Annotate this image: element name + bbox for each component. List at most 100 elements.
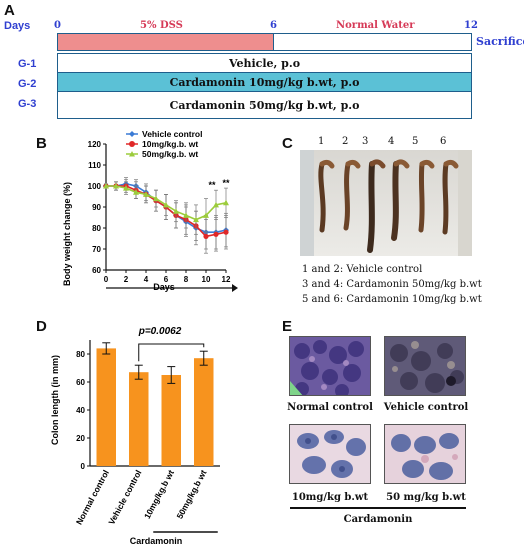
y-tick-label: 60 <box>92 266 101 275</box>
y-tick-label-d: 40 <box>76 406 85 415</box>
x-tick-label: 8 <box>184 275 189 284</box>
y-tick-label-d: 80 <box>76 350 85 359</box>
ylabel-bodyweight: Body weight change (%) <box>62 182 72 286</box>
panel-c-label: C <box>282 135 293 152</box>
days-arrowhead <box>232 284 238 292</box>
y-tick-label-d: 0 <box>81 462 86 471</box>
category-label: 50mg/kg.b wt <box>174 468 208 520</box>
xlabel-days: Days <box>153 282 175 292</box>
y-tick-label-d: 60 <box>76 378 85 387</box>
cardamonin-group-label-d: Cardamonin <box>130 536 183 546</box>
data-point <box>183 212 189 218</box>
colon-number-6: 6 <box>440 136 447 147</box>
y-tick-label: 90 <box>92 203 101 212</box>
ylabel-colon: Colon length (in mm) <box>50 355 60 445</box>
data-point <box>113 183 119 189</box>
category-label: Vehicle control <box>106 468 143 526</box>
legend-label: Vehicle control <box>142 130 202 139</box>
phase-water-label: Normal Water <box>336 20 415 31</box>
data-point <box>193 216 199 223</box>
colon-number-3: 3 <box>362 136 369 147</box>
data-point <box>203 212 209 218</box>
group-text-1: Vehicle, p.o <box>228 56 301 70</box>
histology-label-10: 10mg/kg b.wt <box>291 492 369 503</box>
colon-legend-3: 5 and 6: Cardamonin 10mg/kg b.wt <box>302 294 482 305</box>
data-point <box>163 201 169 208</box>
data-point <box>103 183 109 189</box>
colon-number-4: 4 <box>388 136 395 147</box>
panel-a-label: A <box>4 2 15 19</box>
water-phase-bar <box>273 33 472 51</box>
panel-e-label: E <box>282 318 293 335</box>
bar <box>96 348 116 466</box>
category-label: 10mg/kg.b wt <box>142 468 176 520</box>
sacrifice-label: Sacrifice <box>476 35 524 48</box>
group-id-1: G-1 <box>18 58 37 70</box>
category-label: Normal control <box>74 468 111 526</box>
y-tick-label: 110 <box>88 161 101 170</box>
group-row-2: Cardamonin 10mg/kg b.wt, p.o <box>57 72 472 92</box>
histology-cardamonin-10 <box>289 424 371 484</box>
group-id-3: G-3 <box>18 98 37 110</box>
group-id-2: G-2 <box>18 78 37 90</box>
colon-legend-2: 3 and 4: Cardamonin 50mg/kg b.wt <box>302 279 482 290</box>
colon-number-5: 5 <box>412 136 419 147</box>
cardamonin-group-label-e: Cardamonin <box>343 514 413 525</box>
colon-number-1: 1 <box>318 136 325 147</box>
bar <box>194 358 214 466</box>
group-text-2: Cardamonin 10mg/kg b.wt, p.o <box>169 75 360 89</box>
histology-label-vehicle: Vehicle control <box>383 402 469 413</box>
data-point <box>223 229 229 235</box>
histology-label-normal: Normal control <box>287 402 373 413</box>
x-tick-label: 12 <box>222 275 231 284</box>
significance-bracket <box>138 343 205 362</box>
x-tick-label: 10 <box>202 275 211 284</box>
x-tick-label: 0 <box>104 275 109 284</box>
group-text-3: Cardamonin 50mg/kg b.wt, p.o <box>169 98 360 112</box>
group-row-1: Vehicle, p.o <box>57 53 472 73</box>
colon-number-2: 2 <box>342 136 349 147</box>
tick-6: 6 <box>270 20 277 31</box>
significance-mark: ** <box>222 178 230 188</box>
p-value-annotation: p=0.0062 <box>138 326 182 337</box>
tick-0: 0 <box>54 20 61 31</box>
cardamonin-group-line-e <box>290 507 466 509</box>
data-point <box>143 191 149 197</box>
y-tick-label: 120 <box>88 140 102 149</box>
data-point <box>213 201 219 208</box>
legend-label: 10mg/kg.b. wt <box>142 139 198 149</box>
phase-dss-label: 5% DSS <box>140 20 183 31</box>
x-tick-label: 4 <box>144 275 149 284</box>
data-point <box>173 208 179 214</box>
y-tick-label: 70 <box>92 245 101 254</box>
histology-vehicle-control <box>384 336 466 396</box>
significance-mark: ** <box>208 180 216 190</box>
tick-12: 12 <box>464 20 478 31</box>
legend-label: 50mg/kg.b. wt <box>142 149 198 159</box>
data-point <box>133 189 139 195</box>
colon-legend-1: 1 and 2: Vehicle control <box>302 264 423 275</box>
bar <box>161 375 181 466</box>
data-point <box>203 233 209 239</box>
panel-d-label: D <box>36 318 47 335</box>
colon-photo <box>300 150 472 256</box>
x-tick-label: 2 <box>124 275 129 284</box>
y-tick-label: 100 <box>88 182 102 191</box>
y-tick-label-d: 20 <box>76 434 85 443</box>
panel-b-label: B <box>36 135 47 152</box>
histology-normal-control <box>289 336 371 396</box>
data-point <box>153 195 159 202</box>
histology-label-50: 50 mg/kg b.wt <box>386 492 466 503</box>
dss-phase-bar <box>57 33 274 51</box>
histology-cardamonin-50 <box>384 424 466 484</box>
data-point <box>213 231 219 237</box>
y-tick-label: 80 <box>92 224 101 233</box>
data-point <box>123 185 129 191</box>
data-point <box>223 199 229 206</box>
x-tick-label: 6 <box>164 275 169 284</box>
days-label: Days <box>4 20 31 32</box>
bar <box>129 372 149 466</box>
body-weight-chart: 60 70 80 90 100 110 120 0 2 4 6 8 10 12 ** ** Vehicle … <box>62 130 238 292</box>
group-row-3: Cardamonin 50mg/kg b.wt, p.o <box>57 91 472 119</box>
